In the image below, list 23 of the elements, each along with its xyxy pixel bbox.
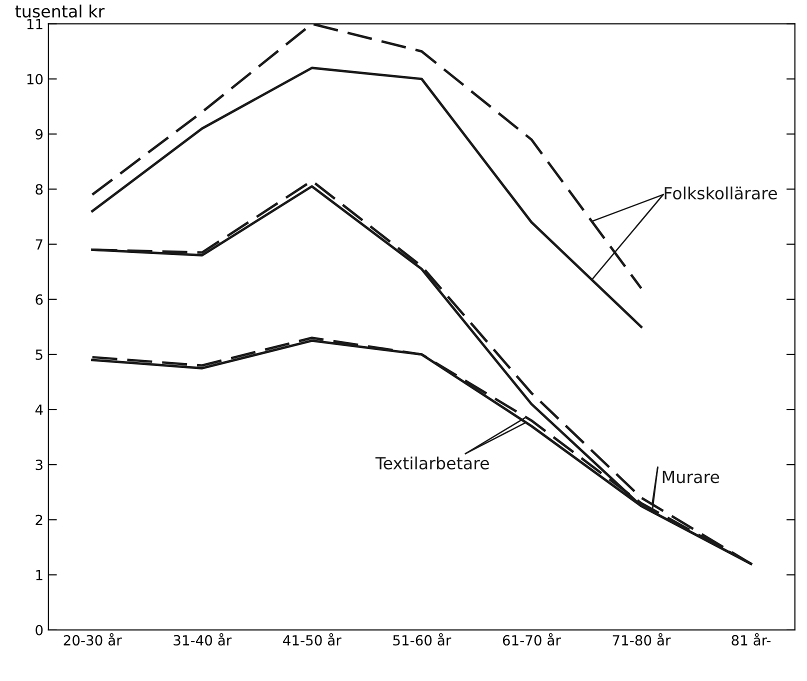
x-tick-label: 71-80 år: [612, 633, 671, 646]
x-tick-label: 31-40 år: [174, 633, 232, 646]
y-tick-label: 11: [27, 18, 42, 30]
y-tick-label: 10: [27, 74, 43, 84]
y-tick-label: 7: [36, 239, 42, 250]
y-tick-label: 0: [36, 624, 43, 636]
y-tick-label: 5: [36, 350, 42, 360]
y-tick-label: 3: [36, 460, 42, 470]
legend-label: Textilarbetare: [375, 456, 489, 470]
x-tick-label: 51-60 år: [393, 633, 452, 646]
y-tick-label: 2: [36, 514, 42, 526]
series-label: Murare: [662, 470, 720, 484]
y-tick-label: 9: [36, 129, 43, 140]
y-tick-label: 8: [36, 184, 43, 195]
text: Folkskollärare: [664, 186, 777, 200]
x-tick-label: 81 år-: [732, 633, 771, 646]
y-axis-title: tusental kr: [15, 4, 105, 18]
x-tick-label: 41-50 år: [283, 633, 342, 646]
x-tick-label: 20-30 år: [64, 633, 122, 646]
y-tick-label: 6: [36, 294, 43, 305]
y-tick-label: 1: [36, 570, 42, 580]
x-tick-label: 61-70 år: [502, 633, 561, 646]
y-tick-label: 4: [35, 404, 43, 415]
